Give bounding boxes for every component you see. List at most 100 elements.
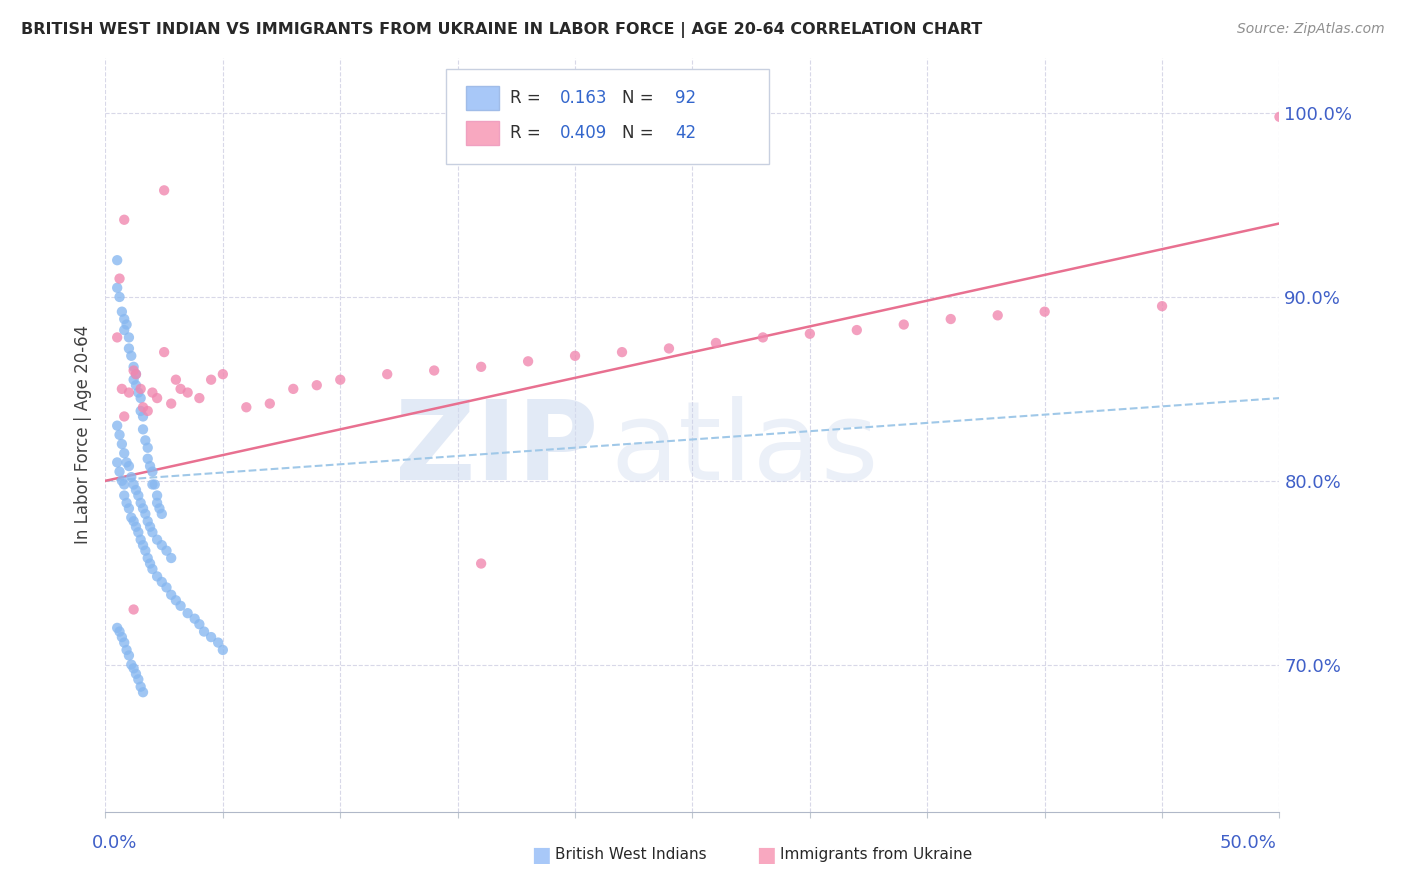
Text: ■: ■ — [756, 845, 776, 864]
Point — [893, 318, 915, 332]
Point — [211, 367, 233, 381]
Point — [141, 562, 163, 576]
Point — [160, 588, 183, 602]
FancyBboxPatch shape — [465, 121, 499, 145]
Point — [122, 359, 145, 374]
Point — [610, 345, 633, 359]
Point — [188, 617, 211, 632]
Point — [105, 621, 128, 635]
Text: BRITISH WEST INDIAN VS IMMIGRANTS FROM UKRAINE IN LABOR FORCE | AGE 20-64 CORREL: BRITISH WEST INDIAN VS IMMIGRANTS FROM U… — [21, 22, 983, 38]
Point — [155, 581, 177, 595]
Point — [150, 574, 173, 589]
Point — [211, 643, 233, 657]
Point — [143, 477, 166, 491]
Point — [193, 624, 215, 639]
Point — [141, 385, 163, 400]
Point — [115, 455, 138, 469]
Point — [141, 465, 163, 479]
Point — [136, 451, 159, 466]
Point — [200, 630, 222, 644]
Point — [259, 396, 281, 410]
Point — [129, 496, 152, 510]
Point — [118, 501, 141, 516]
Point — [122, 363, 145, 377]
Text: N =: N = — [621, 124, 659, 143]
Point — [125, 483, 148, 497]
Point — [108, 427, 131, 442]
Point — [129, 533, 152, 547]
Point — [329, 373, 352, 387]
Point — [129, 404, 152, 418]
Point — [423, 363, 446, 377]
Point — [235, 401, 257, 415]
Point — [112, 477, 135, 491]
Point — [112, 312, 135, 326]
Point — [111, 630, 134, 644]
Point — [132, 538, 155, 552]
Point — [120, 657, 142, 672]
Point — [146, 569, 169, 583]
Text: Immigrants from Ukraine: Immigrants from Ukraine — [780, 847, 973, 862]
Point — [105, 281, 128, 295]
Point — [108, 271, 131, 285]
Point — [176, 606, 198, 620]
Point — [118, 342, 141, 356]
Point — [108, 290, 131, 304]
Point — [165, 373, 187, 387]
Text: ■: ■ — [531, 845, 551, 864]
Point — [305, 378, 328, 392]
Point — [122, 514, 145, 528]
Text: Source: ZipAtlas.com: Source: ZipAtlas.com — [1237, 22, 1385, 37]
Point — [136, 404, 159, 418]
Point — [704, 335, 727, 350]
FancyBboxPatch shape — [446, 70, 769, 163]
Point — [111, 474, 134, 488]
Point — [118, 459, 141, 474]
Point — [105, 418, 128, 433]
Point — [111, 304, 134, 318]
Point — [136, 551, 159, 566]
Point — [118, 330, 141, 344]
Point — [112, 446, 135, 460]
Point — [207, 635, 229, 649]
Point — [1268, 110, 1291, 124]
Point — [134, 543, 156, 558]
Point — [108, 624, 131, 639]
Point — [517, 354, 540, 368]
Point — [1033, 304, 1056, 318]
Point — [120, 470, 142, 484]
Point — [122, 373, 145, 387]
Point — [153, 183, 176, 197]
Point — [155, 543, 177, 558]
Point — [169, 382, 191, 396]
Point — [111, 382, 134, 396]
Point — [132, 422, 155, 436]
Text: 0.409: 0.409 — [560, 124, 607, 143]
Point — [136, 514, 159, 528]
Text: R =: R = — [510, 124, 547, 143]
Point — [122, 477, 145, 491]
Point — [160, 396, 183, 410]
Point — [115, 643, 138, 657]
Point — [134, 507, 156, 521]
Point — [105, 455, 128, 469]
Point — [146, 489, 169, 503]
Point — [112, 409, 135, 424]
Point — [799, 326, 821, 341]
Point — [188, 391, 211, 405]
Point — [122, 602, 145, 616]
Point — [125, 378, 148, 392]
Point — [169, 599, 191, 613]
Text: atlas: atlas — [610, 396, 879, 503]
Point — [127, 489, 149, 503]
Point — [470, 557, 492, 571]
Point — [200, 373, 222, 387]
Point — [120, 349, 142, 363]
Point — [136, 441, 159, 455]
Text: R =: R = — [510, 89, 547, 107]
Point — [141, 525, 163, 540]
Point — [115, 496, 138, 510]
Point — [564, 349, 586, 363]
Point — [146, 391, 169, 405]
Point — [118, 385, 141, 400]
